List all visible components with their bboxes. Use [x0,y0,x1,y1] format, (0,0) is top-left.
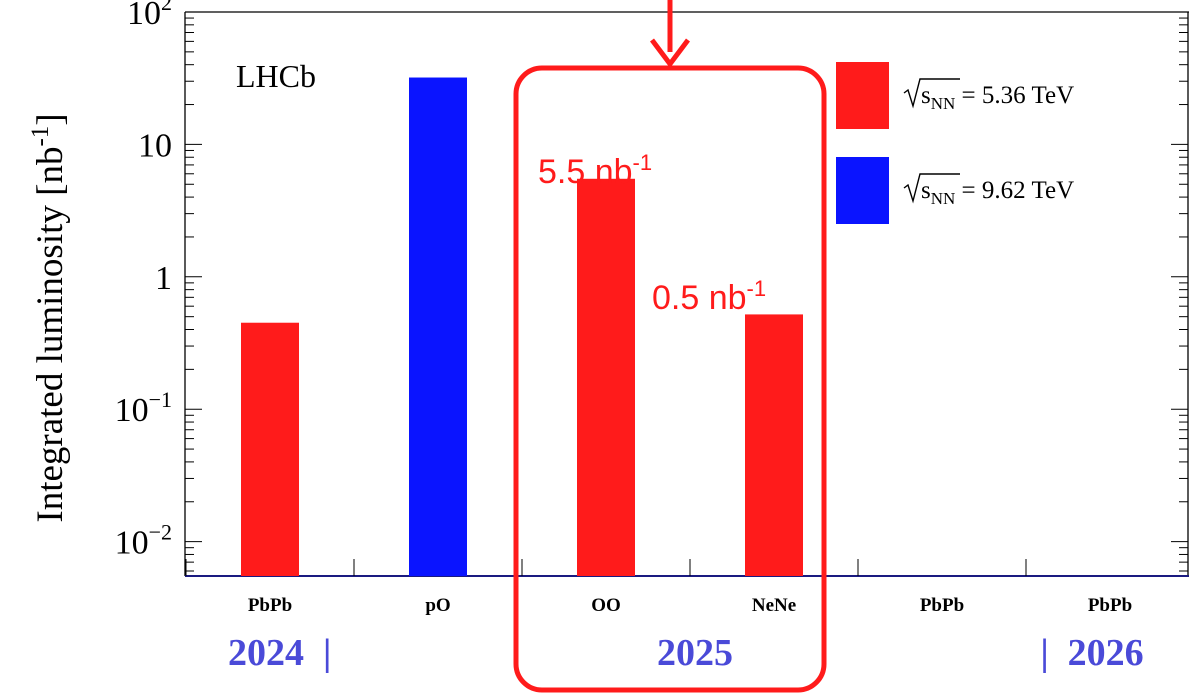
legend-swatch [836,157,889,224]
sqrt-icon [903,78,960,109]
x-tick-label: NeNe [752,595,796,616]
y-tick-label-base: 10 [115,392,149,429]
y-axis-title-end: ] [30,113,71,125]
legend-label-value: = 9.62 TeV [955,177,1074,204]
year-label: 2025 [657,632,733,674]
legend-label-sub: NN [931,94,956,113]
legend-swatch [836,62,889,129]
y-tick-label-exp: 2 [161,0,172,15]
y-tick-label-base: 10 [115,525,149,562]
bar-oo [577,178,635,576]
annotation-sup: -1 [633,150,653,175]
year-label: 2024 | [228,632,331,674]
y-tick-label: 1 [155,260,172,297]
y-tick-label-base: 10 [127,0,161,32]
x-tick-label: PbPb [920,595,964,616]
y-tick-label-exp: −1 [149,387,172,412]
y-tick-label: 10−2 [115,520,172,562]
legend-label: sNN = 5.36 TeV [921,82,1074,113]
x-tick-label: OO [591,595,621,616]
annotation-label: 5.5 nb-1 [538,150,652,191]
x-tick-label: PbPb [248,595,292,616]
x-tick-label: PbPb [1088,595,1132,616]
y-tick-label: 10−1 [115,387,172,429]
legend-label-s: s [921,177,931,204]
y-tick-label: 102 [127,0,172,32]
legend-label-sub: NN [931,189,956,208]
legend-label-value: = 5.36 TeV [955,82,1074,109]
arrow-head-icon [650,38,690,69]
experiment-label: LHCb [236,58,316,94]
year-label: | 2026 [1040,632,1143,674]
legend-label: sNN = 9.62 TeV [921,177,1074,208]
legend-label-s: s [921,82,931,109]
annotation-value: 0.5 nb [652,279,747,317]
x-tick-label: pO [425,595,450,616]
annotation-value: 5.5 nb [538,153,633,191]
annotation-sup: -1 [747,276,767,301]
bar-nene [745,314,803,576]
y-tick-label-base: 1 [155,260,172,297]
y-tick-label: 10 [138,127,172,164]
bar-po [409,77,467,576]
y-axis-title: Integrated luminosity [nb-1] [27,113,71,522]
y-axis-title-sup: -1 [27,126,54,147]
annotation-label: 0.5 nb-1 [652,276,766,317]
sqrt-icon [903,173,960,204]
y-axis-title-main: Integrated luminosity [nb [30,147,71,523]
bar-pbpb [241,322,299,576]
y-tick-label-base: 10 [138,127,172,164]
y-tick-label-exp: −2 [149,520,172,545]
